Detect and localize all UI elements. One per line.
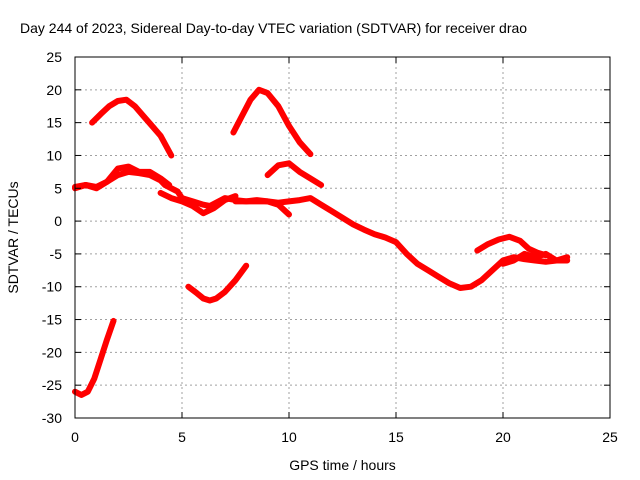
series-arc-3 — [157, 189, 239, 217]
series-arc-10 — [474, 233, 549, 259]
y-tick-label: 10 — [46, 147, 62, 163]
x-axis-label: GPS time / hours — [289, 457, 396, 473]
y-axis-label: SDTVAR / TECUs — [5, 181, 21, 293]
y-tick-label: -10 — [42, 279, 62, 295]
y-tick-label: 20 — [46, 82, 62, 98]
y-tick-label: 5 — [54, 180, 62, 196]
x-tick-label: 25 — [602, 429, 618, 445]
chart-title: Day 244 of 2023, Sidereal Day-to-day VTE… — [20, 20, 527, 36]
y-tick-label: -20 — [42, 344, 62, 360]
y-tick-label: -5 — [50, 246, 63, 262]
series-arc-8 — [72, 163, 173, 192]
x-tick-label: 20 — [495, 429, 511, 445]
series-arc-1 — [72, 317, 117, 398]
y-tick-label: -15 — [42, 312, 62, 328]
y-tick-label: 0 — [54, 213, 62, 229]
series-arc-7 — [264, 160, 325, 188]
x-tick-label: 10 — [281, 429, 297, 445]
y-tick-label: 25 — [46, 49, 62, 65]
series-arc-11 — [500, 250, 571, 267]
y-tick-label: 15 — [46, 115, 62, 131]
x-tick-label: 15 — [388, 429, 404, 445]
series-arc-9 — [185, 262, 250, 304]
series-arc-6 — [230, 86, 314, 158]
y-tick-label: -30 — [42, 410, 62, 426]
x-tick-label: 0 — [71, 429, 79, 445]
series-layer — [72, 86, 571, 398]
ticks: 0 5 10 15 20 25 -30 -25 -20 -15 -10 -5 0 5 10 15 20 25 — [42, 49, 618, 445]
y-tick-label: -25 — [42, 377, 62, 393]
series-arc-5 — [89, 96, 175, 159]
x-tick-label: 5 — [178, 429, 186, 445]
series-arc-4 — [232, 197, 292, 218]
plot-frame — [74, 56, 611, 419]
